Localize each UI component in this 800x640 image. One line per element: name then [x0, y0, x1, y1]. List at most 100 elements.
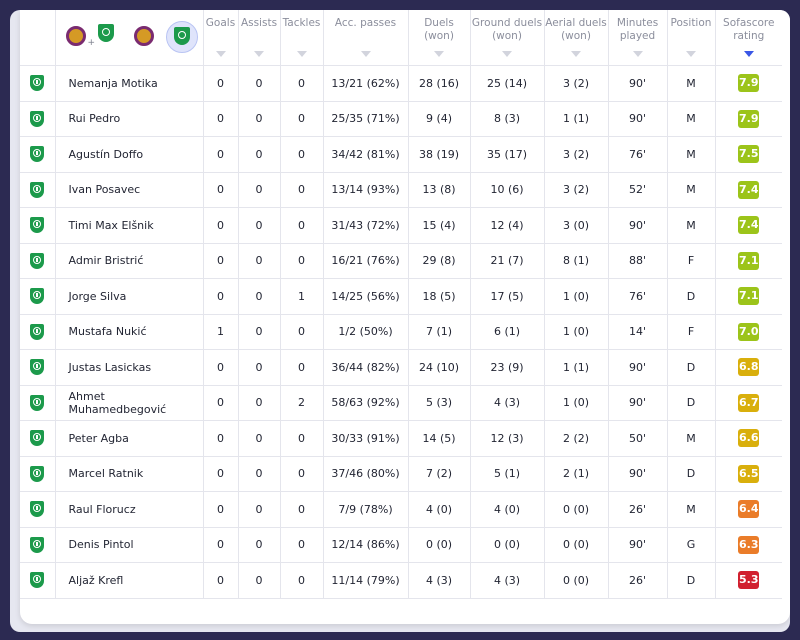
column-header-assists[interactable]: Assists [238, 10, 281, 66]
olimpija-crest-icon [30, 465, 45, 482]
tackles-value: 0 [280, 527, 324, 563]
sort-arrow-active-icon [743, 51, 754, 57]
sort-arrow-icon [571, 51, 581, 57]
olimpija-crest-icon [30, 181, 45, 198]
table-row[interactable]: Agustín Doffo 0 0 0 34/42 (81%) 38 (19) … [20, 136, 782, 173]
column-header-acc-passes[interactable]: Acc. passes [323, 10, 409, 66]
column-header-tackles[interactable]: Tackles [280, 10, 324, 66]
olimpija-crest-icon [173, 27, 190, 45]
table-row[interactable]: Rui Pedro 0 0 0 25/35 (71%) 9 (4) 8 (3) … [20, 101, 782, 137]
assists-value: 0 [238, 136, 281, 173]
olimpija-crest-icon [30, 359, 45, 376]
acc-passes-value: 11/14 (79%) [323, 562, 409, 599]
aerial-duels-value: 3 (2) [544, 172, 609, 208]
tackles-value: 0 [280, 349, 324, 386]
player-name[interactable]: Justas Lasickas [55, 349, 204, 386]
minutes-value: 52' [608, 172, 668, 208]
acc-passes-value: 34/42 (81%) [323, 136, 409, 173]
column-header-aerial-duels[interactable]: Aerial duels (won) [544, 10, 609, 66]
minutes-value: 90' [608, 207, 668, 244]
player-name[interactable]: Admir Bristrić [55, 243, 204, 279]
table-row[interactable]: Raul Florucz 0 0 0 7/9 (78%) 4 (0) 4 (0)… [20, 491, 782, 528]
player-name[interactable]: Timi Max Elšnik [55, 207, 204, 244]
player-name[interactable]: Ivan Posavec [55, 172, 204, 208]
table-row[interactable]: Admir Bristrić 0 0 0 16/21 (76%) 29 (8) … [20, 243, 782, 279]
table-row[interactable]: Marcel Ratnik 0 0 0 37/46 (80%) 7 (2) 5 … [20, 456, 782, 492]
duels-value: 0 (0) [408, 527, 471, 563]
team-logo-cell [20, 456, 56, 492]
logo-column-header [20, 10, 56, 66]
position-value: D [667, 456, 716, 492]
minutes-value: 50' [608, 420, 668, 457]
team-logo-cell [20, 527, 56, 563]
rating-badge: 7.4 [738, 216, 760, 235]
player-name[interactable]: Raul Florucz [55, 491, 204, 528]
team-logo-cell [20, 314, 56, 350]
screenshot-frame: + Goals Assists Tackles Acc. passes Duel… [10, 10, 790, 632]
column-header-minutes[interactable]: Minutes played [608, 10, 668, 66]
assists-value: 0 [238, 491, 281, 528]
position-value: F [667, 314, 716, 350]
duels-value: 14 (5) [408, 420, 471, 457]
rating-badge: 7.9 [738, 109, 760, 128]
acc-passes-value: 14/25 (56%) [323, 278, 409, 315]
acc-passes-value: 37/46 (80%) [323, 456, 409, 492]
rating-cell: 6.3 [715, 527, 782, 563]
player-name[interactable]: Rui Pedro [55, 101, 204, 137]
ground-duels-value: 4 (0) [470, 491, 545, 528]
table-row[interactable]: Mustafa Nukić 1 0 0 1/2 (50%) 7 (1) 6 (1… [20, 314, 782, 350]
position-value: M [667, 65, 716, 102]
sort-arrow-icon [502, 51, 512, 57]
olimpija-team-button[interactable] [165, 21, 198, 53]
column-header-ground-duels[interactable]: Ground duels (won) [470, 10, 545, 66]
player-name[interactable]: Denis Pintol [55, 527, 204, 563]
position-value: M [667, 136, 716, 173]
team-filter[interactable]: + [55, 10, 204, 66]
column-header-position[interactable]: Position [667, 10, 716, 66]
column-header-rating[interactable]: Sofascore rating [715, 10, 782, 66]
team-logo-cell [20, 207, 56, 244]
aerial-duels-value: 1 (0) [544, 314, 609, 350]
player-name[interactable]: Peter Agba [55, 420, 204, 457]
table-row[interactable]: Aljaž Krefl 0 0 0 11/14 (79%) 4 (3) 4 (3… [20, 562, 782, 599]
position-value: D [667, 385, 716, 421]
maribor-team-button[interactable] [133, 26, 154, 46]
column-header-duels[interactable]: Duels (won) [408, 10, 471, 66]
acc-passes-value: 12/14 (86%) [323, 527, 409, 563]
rating-cell: 6.8 [715, 349, 782, 386]
table-row[interactable]: Timi Max Elšnik 0 0 0 31/43 (72%) 15 (4)… [20, 207, 782, 244]
goals-value: 0 [203, 562, 239, 599]
rating-cell: 7.1 [715, 278, 782, 315]
player-name[interactable]: Jorge Silva [55, 278, 204, 315]
assists-value: 0 [238, 385, 281, 421]
olimpija-crest-icon [30, 75, 45, 92]
position-value: G [667, 527, 716, 563]
aerial-duels-value: 0 (0) [544, 491, 609, 528]
ground-duels-value: 12 (3) [470, 420, 545, 457]
table-row[interactable]: Jorge Silva 0 0 1 14/25 (56%) 18 (5) 17 … [20, 278, 782, 315]
rating-cell: 7.5 [715, 136, 782, 173]
sort-arrow-icon [360, 51, 371, 57]
table-row[interactable]: Justas Lasickas 0 0 0 36/44 (82%) 24 (10… [20, 349, 782, 386]
minutes-value: 90' [608, 101, 668, 137]
duels-value: 9 (4) [408, 101, 471, 137]
player-name[interactable]: Aljaž Krefl [55, 562, 204, 599]
player-name[interactable]: Agustín Doffo [55, 136, 204, 173]
table-row[interactable]: Ivan Posavec 0 0 0 13/14 (93%) 13 (8) 10… [20, 172, 782, 208]
table-row[interactable]: Nemanja Motika 0 0 0 13/21 (62%) 28 (16)… [20, 65, 782, 102]
rating-cell: 6.7 [715, 385, 782, 421]
column-header-goals[interactable]: Goals [203, 10, 239, 66]
player-name[interactable]: Marcel Ratnik [55, 456, 204, 492]
table-row[interactable]: Denis Pintol 0 0 0 12/14 (86%) 0 (0) 0 (… [20, 527, 782, 563]
ground-duels-value: 23 (9) [470, 349, 545, 386]
ground-duels-value: 21 (7) [470, 243, 545, 279]
table-row[interactable]: Ahmet Muhamedbegović 0 0 2 58/63 (92%) 5… [20, 385, 782, 421]
minutes-value: 90' [608, 456, 668, 492]
player-name[interactable]: Ahmet Muhamedbegović [55, 385, 204, 421]
table-row[interactable]: Peter Agba 0 0 0 30/33 (91%) 14 (5) 12 (… [20, 420, 782, 457]
duels-value: 24 (10) [408, 349, 471, 386]
rating-cell: 6.5 [715, 456, 782, 492]
tackles-value: 0 [280, 207, 324, 244]
player-name[interactable]: Nemanja Motika [55, 65, 204, 102]
player-name[interactable]: Mustafa Nukić [55, 314, 204, 350]
